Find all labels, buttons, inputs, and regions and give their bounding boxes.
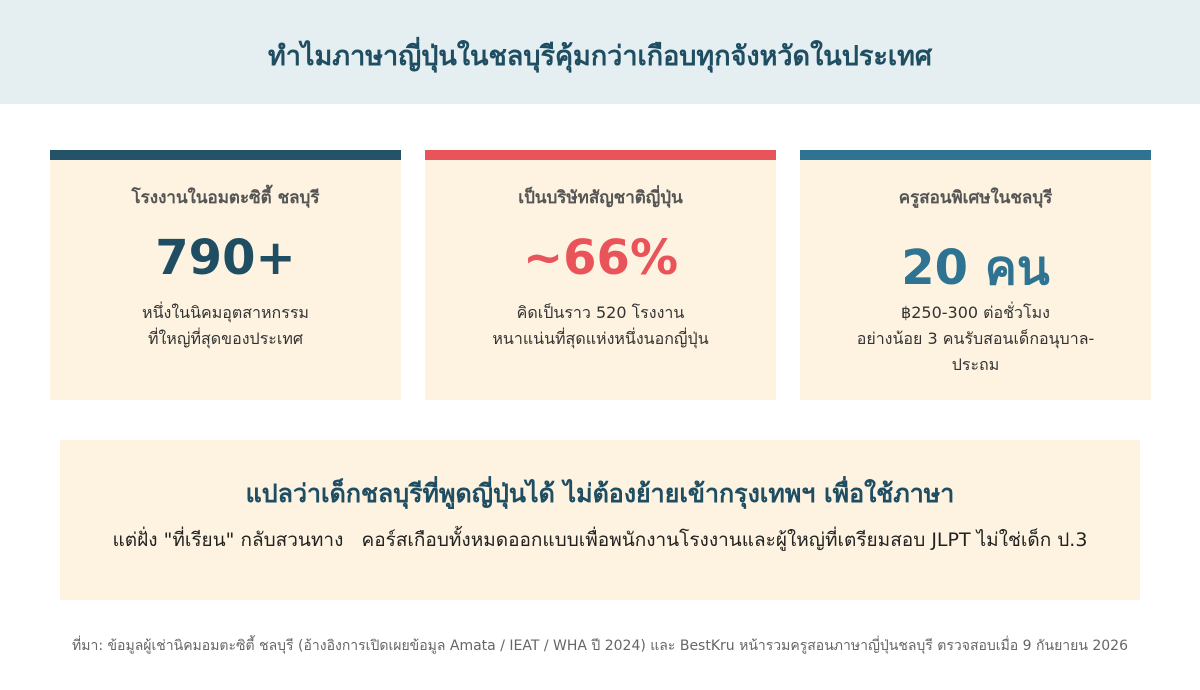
card-line: คิดเป็นราว 520 โรงงาน: [516, 303, 685, 322]
header-band: [0, 0, 1200, 104]
card-line: อย่างน้อย 3 คนรับสอนเด็กอนุบาล-ประถม: [856, 329, 1095, 374]
card-label: โรงงานในอมตะซิตี้ ชลบุรี: [131, 188, 320, 208]
card-stat: 790+: [155, 230, 296, 286]
stat-card: ครูสอนพิเศษในชลบุรี 20 คน฿250-300 ต่อชั่ว…: [800, 150, 1151, 400]
callout-body: แต่ฝั่ง "ที่เรียน" กลับสวนทาง คอร์สเกือบ…: [112, 529, 1088, 551]
stat-card: เป็นบริษัทสัญชาติญี่ปุ่น ~66% คิดเป็นราว 5…: [425, 150, 776, 400]
source-note: ที่มา: ข้อมูลผู้เช่านิคมอมตะซิตี้ ชลบุรี…: [72, 638, 1128, 654]
card-label: ครูสอนพิเศษในชลบุรี: [898, 188, 1053, 208]
card-line: ที่ใหญ่ที่สุดของประเทศ: [147, 329, 304, 348]
card-line: ฿250-300 ต่อชั่วโมง: [901, 303, 1050, 322]
card-label: เป็นบริษัทสัญชาติญี่ปุ่น: [518, 188, 683, 208]
callout-heading: แปลว่าเด็กชลบุรีที่พูดญี่ปุ่นได้ ไม่ต้อง…: [245, 479, 955, 508]
stat-card: โรงงานในอมตะซิตี้ ชลบุรี 790+ หนึ่งในนิคมอ…: [50, 150, 401, 400]
card-line: หนาแน่นที่สุดแห่งหนึ่งนอกญี่ปุ่น: [492, 329, 709, 348]
card-stat: ~66%: [522, 230, 679, 286]
card-stat: 20 คน: [901, 240, 1050, 296]
title: ทำไมภาษาญี่ปุ่นในชลบุรีคุ้มกว่าเกือบทุกจ…: [267, 41, 933, 72]
callout: แปลว่าเด็กชลบุรีที่พูดญี่ปุ่นได้ ไม่ต้อง…: [60, 440, 1140, 600]
card-line: หนึ่งในนิคมอุตสาหกรรม: [142, 303, 309, 322]
